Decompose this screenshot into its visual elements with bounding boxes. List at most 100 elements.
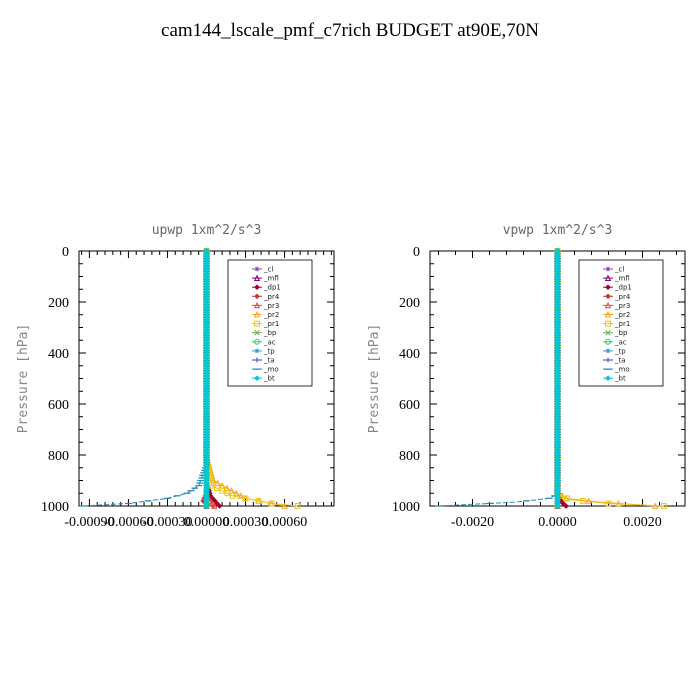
- data-point: [660, 503, 667, 509]
- legend-entry: _ta: [263, 357, 275, 365]
- data-point: [229, 492, 236, 499]
- legend-swatch-marker: [254, 329, 260, 336]
- data-point: [605, 500, 612, 507]
- y-axis-label: Pressure [hPa]: [16, 324, 31, 434]
- data-point: [563, 503, 569, 509]
- data-point: [268, 500, 275, 507]
- legend-swatch-marker: [605, 375, 611, 382]
- y-tick-label: 1000: [41, 500, 69, 515]
- data-point: [580, 498, 586, 504]
- legend-swatch-marker: [605, 293, 611, 300]
- x-tick-label: 0.0020: [623, 515, 662, 530]
- x-tick-label: 0.00000: [184, 515, 230, 530]
- legend-entry: _pr2: [263, 311, 279, 319]
- legend-swatch-marker: [605, 348, 611, 354]
- data-point: [242, 495, 249, 502]
- data-point: [208, 499, 215, 507]
- legend-swatch-marker: [604, 310, 612, 318]
- legend-swatch-marker: [254, 375, 260, 382]
- legend-swatch-marker: [254, 348, 260, 354]
- legend-swatch-marker: [604, 301, 612, 309]
- x-tick-label: -0.00030: [142, 515, 192, 530]
- data-point: [281, 502, 288, 509]
- legend-entry: _pr3: [263, 302, 279, 310]
- legend-entry: _pr2: [614, 311, 630, 319]
- data-point: [216, 503, 223, 509]
- series_bt: [203, 248, 210, 509]
- legend-entry: _mo: [263, 366, 279, 374]
- data-point: [560, 500, 566, 507]
- legend-entry: _cl: [263, 266, 273, 274]
- y-tick-label: 0: [62, 245, 69, 260]
- x-tick-label: 0.0000: [538, 515, 577, 530]
- legend-swatch-marker: [254, 293, 260, 300]
- legend-swatch-marker: [605, 357, 611, 363]
- legend-entry: _pr3: [614, 302, 630, 310]
- legend-box: [227, 259, 313, 387]
- panel-title: upwp 1xm^2/s^3: [152, 223, 262, 238]
- y-tick-label: 800: [399, 449, 420, 464]
- panel-title: vpwp 1xm^2/s^3: [503, 223, 613, 238]
- legend-swatch-marker: [253, 301, 261, 309]
- legend-entry: _mfl: [263, 275, 279, 283]
- x-tick-label: 0.00030: [223, 515, 269, 530]
- series_bt: [554, 248, 561, 509]
- legend-entry: _tp: [263, 347, 275, 355]
- legend-entry: _dp1: [614, 284, 632, 292]
- figure-title: cam144_lscale_pmf_c7rich BUDGET at90E,70…: [161, 20, 539, 41]
- y-tick-label: 600: [399, 398, 420, 413]
- legend-entry: _ac: [263, 338, 276, 346]
- legend-entry: _bp: [263, 329, 277, 337]
- legend-entry: _bt: [263, 375, 275, 383]
- legend-box: [578, 259, 664, 387]
- data-point: [237, 492, 245, 499]
- x-tick-label: 0.00060: [262, 515, 308, 530]
- x-tick-label: -0.0020: [451, 515, 494, 530]
- chart-panel-upwp: 0 200 400 600 800 1000-0.00090-0.00060-0.0003…: [16, 223, 335, 530]
- data-point: [255, 498, 262, 504]
- data-point: [203, 503, 210, 509]
- series_mo: [79, 250, 210, 507]
- legend-swatch-marker: [605, 266, 611, 272]
- legend-entry: _pr4: [263, 293, 280, 301]
- series-line: [82, 251, 207, 507]
- legend-swatch-marker: [605, 338, 611, 345]
- legend-swatch-marker: [605, 329, 611, 336]
- legend-entry: _dp1: [263, 284, 281, 292]
- series_mo: [435, 250, 561, 507]
- legend-entry: _mo: [614, 366, 630, 374]
- legend-entry: _mfl: [614, 275, 630, 283]
- y-tick-label: 400: [48, 347, 69, 362]
- legend-swatch-marker: [604, 274, 612, 281]
- y-tick-label: 200: [48, 296, 69, 311]
- y-tick-label: 600: [48, 398, 69, 413]
- legend-entry: _ac: [614, 338, 627, 346]
- y-tick-label: 200: [399, 296, 420, 311]
- data-point: [554, 503, 561, 509]
- legend-swatch-marker: [253, 274, 261, 281]
- y-tick-label: 400: [399, 347, 420, 362]
- legend-entry: _bt: [614, 375, 626, 383]
- x-tick-label: -0.00060: [103, 515, 153, 530]
- legend-swatch-marker: [253, 310, 261, 318]
- y-tick-label: 0: [413, 245, 420, 260]
- legend-swatch-marker: [254, 266, 260, 272]
- y-tick-label: 800: [48, 449, 69, 464]
- legend-swatch-marker: [254, 357, 260, 363]
- legend-entry: _pr1: [614, 320, 630, 328]
- chart-panel-vpwp: 0 200 400 600 800 1000 -0.0020 0.0000 0.0020 vpwp…: [367, 223, 686, 530]
- legend: _cl_mfl_dp1_pr4_pr3_pr2_pr1_bp_ac_tp_ta_…: [227, 259, 313, 387]
- series-line: [438, 251, 558, 507]
- legend-entry: _pr4: [614, 293, 631, 301]
- legend-entry: _ta: [614, 357, 626, 365]
- y-axis-label: Pressure [hPa]: [367, 324, 382, 434]
- legend-entry: _pr1: [263, 320, 279, 328]
- legend: _cl_mfl_dp1_pr4_pr3_pr2_pr1_bp_ac_tp_ta_…: [578, 259, 664, 387]
- data-point: [564, 495, 570, 502]
- y-tick-label: 1000: [392, 500, 420, 515]
- data-point: [211, 502, 218, 509]
- legend-entry: _cl: [614, 266, 624, 274]
- legend-entry: _tp: [614, 347, 626, 355]
- legend-swatch-marker: [254, 284, 260, 291]
